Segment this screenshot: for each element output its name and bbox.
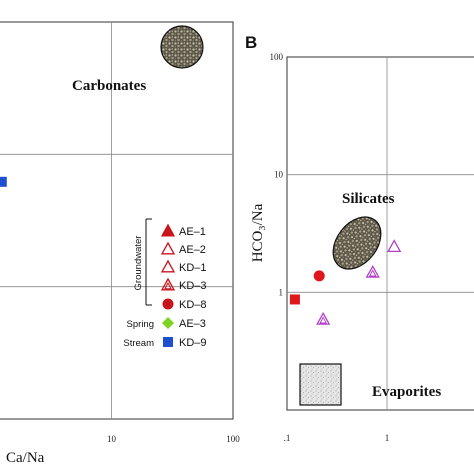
legend: Groundwater Spring Stream AE–1 AE–2 KD–1 KD… xyxy=(123,218,207,349)
legend-stream-label: Stream xyxy=(123,338,154,349)
panel-b-points xyxy=(289,239,402,325)
panel-b-point-kd-1 xyxy=(365,264,380,278)
legend-marker-ae1 xyxy=(160,223,176,237)
carbonates-texture-circle xyxy=(160,25,204,69)
panel-b-y-tick-label: 10 xyxy=(274,170,284,180)
panel-b-ticks: .1 1 100 10 1 xyxy=(270,52,390,443)
legend-groundwater-label: Groundwater xyxy=(133,236,144,291)
legend-label: KD–8 xyxy=(179,299,207,311)
panel-b-y-tick-label: 100 xyxy=(270,52,284,62)
panel-b-point-kd-3 xyxy=(316,311,331,325)
panel-a-x-tick-label: 10 xyxy=(107,434,117,444)
panel-b-y-tick-label: 1 xyxy=(279,287,284,297)
panel-b: B .1 1 100 10 1 HCO₃/Na Silicates Evaporites xyxy=(245,33,474,443)
panel-a-x-axis-title: Ca/Na xyxy=(6,450,45,466)
legend-label: KD–3 xyxy=(179,280,207,292)
legend-marker-ae3 xyxy=(162,317,174,329)
panel-b-point-ae-2 xyxy=(387,239,402,252)
legend-marker-ae2 xyxy=(160,241,176,255)
legend-label: AE–2 xyxy=(179,244,206,256)
panel-a-point-kd-9 xyxy=(0,176,7,187)
evaporites-texture-square xyxy=(299,363,342,406)
panel-b-point-kd-8 xyxy=(313,270,325,282)
silicates-label: Silicates xyxy=(342,191,395,207)
panel-a-x-ticks: 10 100 xyxy=(107,434,240,444)
legend-label: AE–3 xyxy=(179,318,206,330)
panel-b-x-tick-label: .1 xyxy=(284,433,291,443)
panel-b-grid xyxy=(287,57,474,410)
legend-label: AE–1 xyxy=(179,226,206,238)
evaporites-label: Evaporites xyxy=(372,384,441,400)
panel-b-x-tick-label: 1 xyxy=(385,433,390,443)
carbonates-label: Carbonates xyxy=(72,78,146,94)
legend-marker-kd8 xyxy=(162,298,174,310)
panel-b-letter: B xyxy=(245,33,257,52)
panel-a-grid xyxy=(0,22,233,419)
legend-entries: AE–1 AE–2 KD–1 KD–3 KD–8 AE–3 KD–9 xyxy=(160,223,207,349)
legend-spring-label: Spring xyxy=(127,319,154,330)
legend-marker-kd9 xyxy=(163,337,173,347)
panel-a-points xyxy=(0,176,7,187)
legend-label: KD–1 xyxy=(179,262,207,274)
silicates-texture-ellipse xyxy=(332,216,382,270)
legend-label: KD–9 xyxy=(179,337,207,349)
legend-marker-kd3 xyxy=(160,277,176,291)
panel-b-y-axis-title: HCO₃/Na xyxy=(250,203,266,262)
legend-marker-kd1 xyxy=(160,259,176,273)
panel-a-x-tick-label: 100 xyxy=(226,434,240,444)
panel-b-point-kd-9 xyxy=(289,294,300,305)
panel-a: Carbonates 10 100 Ca/Na Groundwater Sprin… xyxy=(0,21,240,466)
